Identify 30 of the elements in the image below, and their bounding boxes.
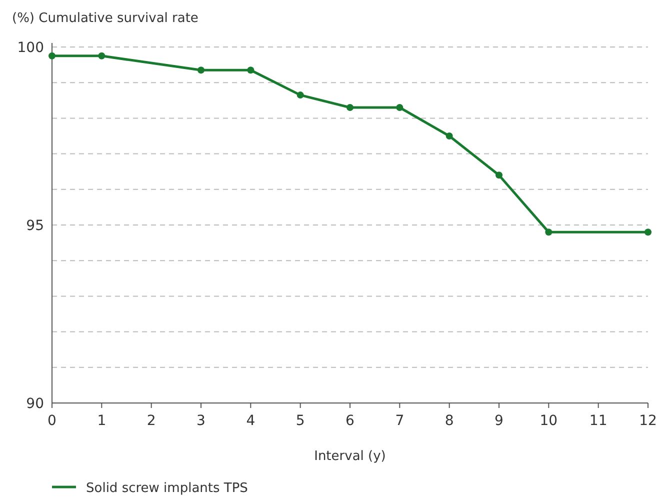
y-tick-label: 100 <box>17 40 44 56</box>
y-axis-title: (%) Cumulative survival rate <box>12 11 198 26</box>
x-tick-label: 2 <box>146 413 156 429</box>
x-tick-label: 7 <box>395 413 404 429</box>
point <box>644 228 652 236</box>
x-tick-label: 6 <box>346 413 355 429</box>
x-tick-label: 12 <box>639 413 657 429</box>
x-tick-label: 8 <box>444 413 454 429</box>
x-axis-title: Interval (y) <box>314 449 386 464</box>
point <box>98 52 106 60</box>
x-tick-label: 9 <box>494 413 504 429</box>
point <box>346 104 354 112</box>
point <box>247 66 254 74</box>
point <box>496 172 502 179</box>
point <box>48 52 56 60</box>
point <box>198 66 204 74</box>
x-tick-label: 11 <box>589 413 608 429</box>
y-tick-label: 90 <box>26 396 44 412</box>
point <box>446 132 453 140</box>
x-tick-label: 0 <box>48 413 56 429</box>
x-tick-label: 10 <box>540 413 558 429</box>
x-tick-label: 4 <box>246 413 256 429</box>
x-tick-label: 1 <box>97 413 106 429</box>
x-tick-label: 5 <box>296 413 305 429</box>
point <box>545 228 552 236</box>
point <box>396 104 404 112</box>
legend-label: Solid screw implants TPS <box>86 481 248 496</box>
y-tick-label: 95 <box>26 218 44 234</box>
x-tick-label: 3 <box>196 413 206 429</box>
point <box>296 92 304 99</box>
